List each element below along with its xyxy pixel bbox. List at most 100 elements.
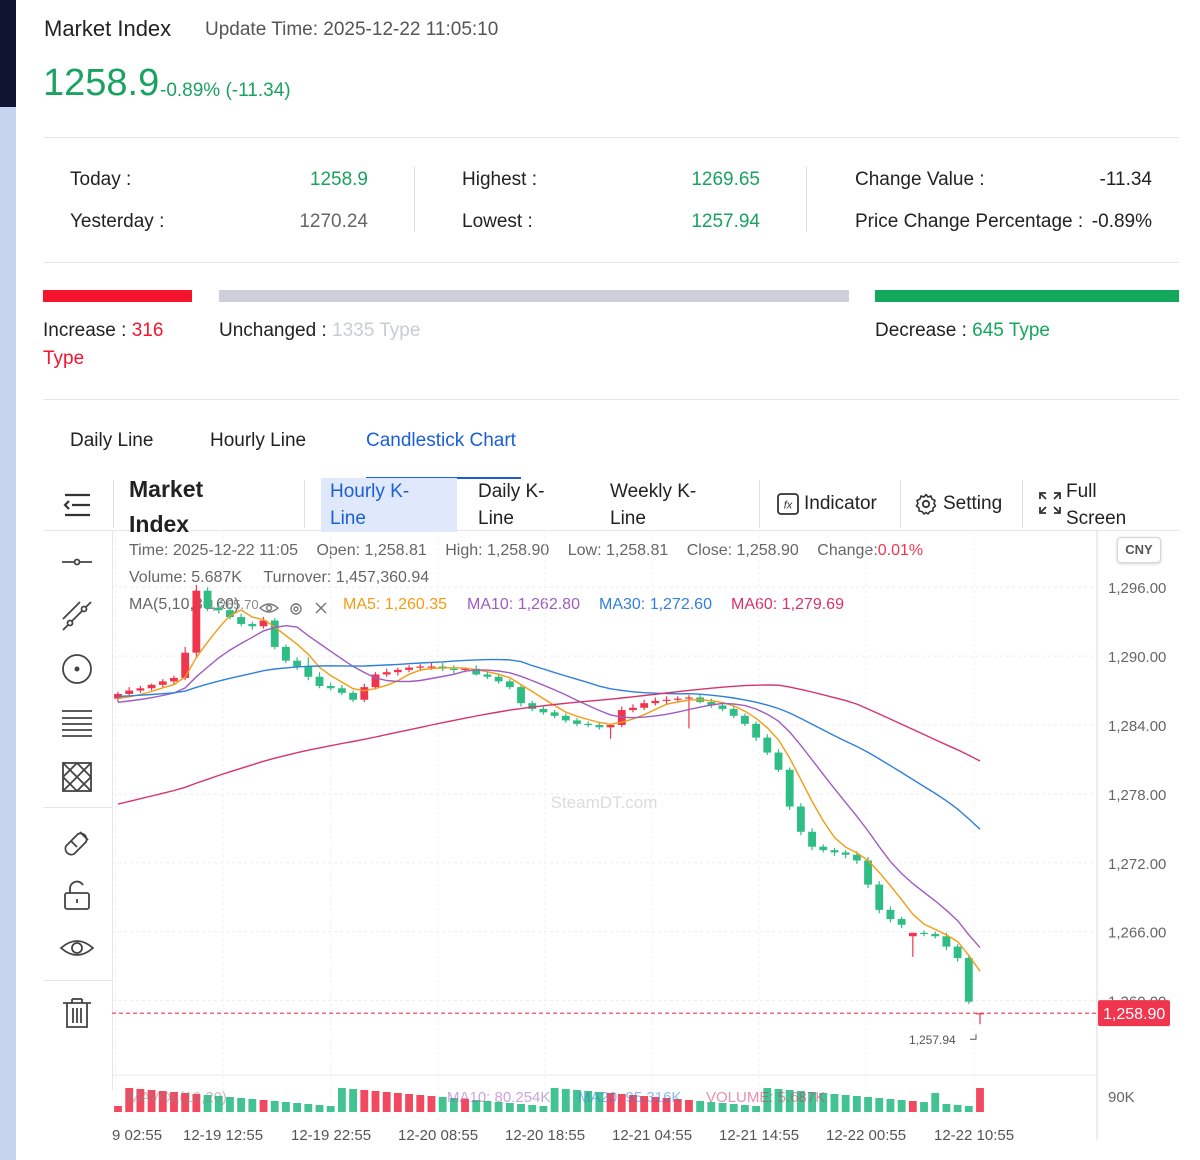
hourly-k-line-l1: Hourly K- — [330, 481, 410, 502]
candle-body — [461, 668, 469, 670]
candle-body — [449, 668, 458, 670]
volume-bar — [718, 1103, 727, 1112]
volume-legend-item: MA20: 95.316K — [578, 1089, 681, 1106]
volume-bar — [226, 1097, 234, 1112]
volume-bar — [147, 1090, 156, 1112]
candle-body — [483, 674, 492, 677]
volume-bar — [651, 1097, 660, 1112]
volume-bar — [539, 1106, 548, 1112]
volume-bar — [405, 1094, 413, 1112]
ma10-line — [117, 624, 981, 949]
lock-icon[interactable] — [58, 876, 96, 914]
volume-bar — [326, 1106, 335, 1112]
volume-bar — [517, 1104, 525, 1112]
volume-bar — [438, 1097, 447, 1112]
weekly-k-line-button[interactable]: Weekly K- Line — [610, 478, 696, 532]
y-axis: 1,296.00 1,290.00 1,284.00 1,278.00 1,272.00… — [1096, 530, 1166, 1140]
candle-body — [841, 852, 850, 855]
hourly-k-line-l2: Line — [330, 508, 366, 529]
full-screen-button[interactable]: Full Screen — [1038, 478, 1148, 532]
candle-body — [192, 590, 201, 653]
volume-bar — [852, 1096, 861, 1112]
y-tick-label: 1,296.00 — [1108, 580, 1166, 597]
eye-icon[interactable] — [58, 929, 96, 967]
low-marker-arrow — [970, 1034, 977, 1040]
candle-body — [584, 723, 593, 726]
toolbar-separator — [759, 480, 760, 528]
increase-unit: Type — [43, 348, 85, 369]
tab-daily-line[interactable]: Daily Line — [70, 430, 154, 451]
volume-legend-item: MA10: 80.254K — [447, 1089, 550, 1106]
candle-body — [203, 590, 212, 608]
tab-candlestick-chart[interactable]: Candlestick Chart — [366, 430, 516, 451]
volume-bar — [382, 1092, 391, 1112]
pattern-icon[interactable] — [58, 758, 96, 796]
tab-hourly-line[interactable]: Hourly Line — [210, 430, 307, 451]
candlestick-chart[interactable]: SteamDT.com MAVOL(10,20) MA10: 80.254K MA2… — [112, 530, 1200, 1160]
volume-bars: MAVOL(10,20) MA10: 80.254K MA20: 95.316K VO… — [114, 1088, 984, 1112]
candle-body — [427, 666, 436, 668]
candle-body — [774, 752, 783, 770]
candle-body — [349, 692, 358, 700]
indicator-button[interactable]: fx Indicator — [776, 490, 896, 518]
volume-bar — [192, 1094, 201, 1112]
y-tick-label: 1,284.00 — [1108, 718, 1166, 735]
candle-body — [248, 623, 257, 627]
change-value: -11.34 — [1099, 169, 1152, 190]
candle-body — [315, 676, 324, 686]
candle-body — [908, 932, 917, 937]
yesterday-value: 1270.24 — [299, 211, 368, 232]
volume-bar — [158, 1091, 167, 1112]
divider — [43, 399, 1179, 400]
volume-bar — [270, 1101, 279, 1112]
candle-body — [920, 932, 928, 935]
volume-bar — [796, 1091, 805, 1112]
price-change: -0.89% (-11.34) — [160, 80, 291, 101]
ma-legend-controls — [258, 598, 338, 618]
setting-button[interactable]: Setting — [914, 490, 1014, 518]
candle-body — [752, 723, 761, 738]
volume-bar — [304, 1104, 313, 1112]
currency-selector[interactable]: CNY — [1117, 537, 1161, 563]
candle-body — [170, 677, 178, 682]
volume-bar — [897, 1100, 906, 1112]
chart-overlays: 1,258.90 1,257.94 — [112, 1000, 1170, 1047]
hourly-k-line-button[interactable]: Hourly K- Line — [321, 478, 457, 532]
volume-legend-item: VOLUME: 5.687K — [706, 1089, 825, 1106]
volume-bar — [393, 1093, 402, 1112]
volume-bar — [953, 1105, 962, 1112]
highest-value: 1269.65 — [691, 169, 760, 190]
candle-body — [517, 687, 525, 704]
trend-line-icon[interactable] — [58, 597, 96, 635]
ma30-line — [117, 658, 981, 830]
pct-value: -0.89% — [1091, 211, 1152, 232]
volume-bar — [875, 1098, 884, 1112]
ma-legend-label: MA(5,10,30,60) — [129, 596, 240, 613]
menu-collapse-icon[interactable] — [58, 486, 96, 524]
increase-legend: Increase : 316 Type — [43, 317, 193, 373]
full-screen-l2: Screen — [1066, 508, 1127, 529]
fibonacci-icon[interactable] — [58, 704, 96, 742]
readout-open: Open: 1,258.81 — [316, 542, 427, 559]
update-time: Update Time: 2025-12-22 11:05:10 — [205, 19, 499, 40]
daily-k-line-button[interactable]: Daily K- Line — [478, 478, 545, 532]
magnet-icon[interactable] — [58, 822, 96, 860]
volume-bar — [528, 1105, 537, 1112]
circle-target-icon[interactable] — [58, 650, 96, 688]
volume-axis-label: 90K — [1108, 1089, 1135, 1106]
toolbar-separator — [113, 480, 114, 528]
x-tick-label: 12-21 04:55 — [612, 1127, 692, 1144]
x-tick-label: 12-19 12:55 — [183, 1127, 263, 1144]
volume-bar — [763, 1088, 772, 1112]
volume-bar — [573, 1090, 581, 1112]
candle-body — [337, 688, 346, 693]
readout-volume: Volume: 5.687K — [129, 569, 242, 586]
trash-icon[interactable] — [58, 995, 96, 1033]
indicator-label: Indicator — [804, 493, 877, 514]
volume-bar — [920, 1102, 928, 1112]
x-tick-label: 12-19 22:55 — [291, 1127, 371, 1144]
unchanged-bar — [219, 290, 849, 302]
horizontal-line-icon[interactable] — [58, 543, 96, 581]
candle-body — [259, 620, 268, 627]
decrease-bar — [875, 290, 1179, 302]
